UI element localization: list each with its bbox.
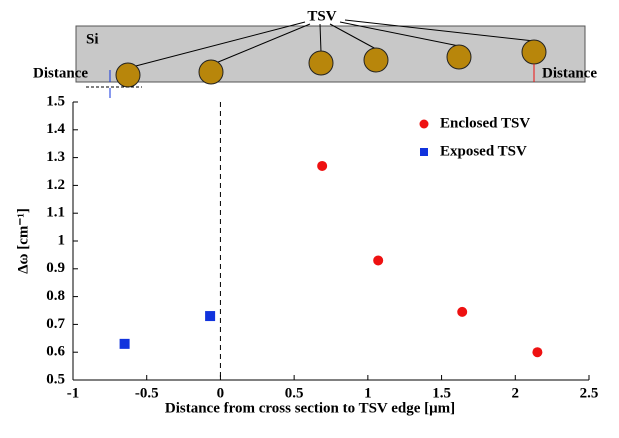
y-tick-label: 1 xyxy=(58,232,66,248)
x-tick-label: 0 xyxy=(217,385,225,401)
tsv-pointers xyxy=(127,19,535,69)
y-tick-label: 0.7 xyxy=(46,316,65,332)
y-tick-label: 1.4 xyxy=(46,121,65,137)
scatter-point xyxy=(457,306,468,317)
si-label: Si xyxy=(86,31,99,47)
y-tick-label: 0.9 xyxy=(46,260,65,276)
y-tick-label: 0.6 xyxy=(46,344,65,360)
legend-marker xyxy=(419,119,429,129)
y-tick-label: 1.2 xyxy=(46,177,65,193)
distance-label: Distance xyxy=(33,65,88,81)
y-axis-label: Δω [cm⁻¹] xyxy=(15,208,31,274)
scatter-point xyxy=(119,338,130,349)
tsv-circles xyxy=(115,39,547,88)
x-axis-label: Distance from cross section to TSV edge … xyxy=(165,400,455,416)
x-tick-label: 0.5 xyxy=(285,385,304,401)
y-tick-label: 0.8 xyxy=(46,288,65,304)
x-tick-label: 2.5 xyxy=(580,385,599,401)
y-tick-label: 0.5 xyxy=(46,371,65,387)
y-tick-label: 1.5 xyxy=(46,93,65,109)
scatter-point xyxy=(205,311,216,322)
si-wafer xyxy=(75,25,586,83)
x-tick-label: -0.5 xyxy=(135,385,159,401)
distance-label: Distance xyxy=(542,65,597,81)
legend-label: Enclosed TSV xyxy=(440,115,530,131)
x-tick-label: -1 xyxy=(67,385,80,401)
legend-label: Exposed TSV xyxy=(440,143,527,159)
x-tick-label: 1 xyxy=(364,385,372,401)
tsv-label: TSV xyxy=(307,8,336,24)
scatter-point xyxy=(373,255,384,266)
x-tick-label: 1.5 xyxy=(432,385,451,401)
y-tick-label: 1.1 xyxy=(46,205,65,221)
x-tick-label: 2 xyxy=(512,385,520,401)
scatter-point xyxy=(532,347,543,358)
legend-marker xyxy=(420,148,428,156)
y-tick-label: 1.3 xyxy=(46,149,65,165)
scatter-point xyxy=(317,160,328,171)
